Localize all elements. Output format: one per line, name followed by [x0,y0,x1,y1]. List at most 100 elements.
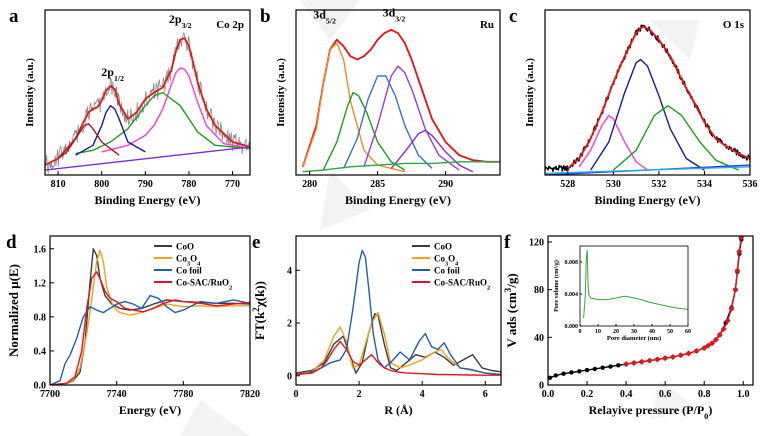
y-axis-label: V ads (cm3/g) [503,273,519,347]
data-point [608,364,613,369]
series-line-fit [301,28,500,168]
data-point [705,342,712,349]
series-line-desorption [625,237,742,365]
data-point [716,331,723,338]
x-tick-label: 530 [606,179,621,190]
y-tick-label: 0.004 [565,292,579,298]
data-point [738,236,745,241]
legend-entry: CoO [176,242,194,252]
x-tick-label: 40 [649,329,655,335]
series-line-fit [45,37,250,166]
y-tick-label: 80 [534,285,544,296]
x-tick-label: 0 [579,329,582,335]
y-tick-label: 2 [287,319,292,330]
series-line-co3o4 [296,311,501,376]
series-line-peak-4 [363,65,460,171]
x-tick-label: 0.8 [698,389,711,400]
x-tick-label: 534 [697,179,712,190]
panel-letter: b [260,6,271,27]
plot-frame [547,235,754,386]
x-tick-label: 0.2 [581,389,594,400]
data-point [577,369,582,374]
panel-label: Ru [480,19,494,31]
data-point [592,366,598,372]
x-tick-label: 0 [294,389,299,400]
x-tick-label: 285 [370,179,385,190]
series-line-baseline [45,146,250,171]
x-tick-label: 20 [613,329,619,335]
x-tick-label: 4 [420,389,425,400]
x-tick-label: 7820 [240,389,260,400]
data-point [720,325,727,332]
series-line-lattice-o [578,114,648,171]
x-axis-label: R (Å) [384,403,412,417]
series-group [50,248,250,385]
series-line-h2o [612,104,739,171]
plot-frame [295,235,502,386]
series-group [548,236,745,381]
y-tick-label: 0.008 [565,260,579,266]
series-line-peak-2 [322,91,406,171]
x-tick-label: 2 [357,389,362,400]
series-line-co-sac-ruo2 [50,271,250,385]
data-point [693,348,700,355]
legend-entry: Co-SAC/RuO2 [176,278,232,292]
panel-d: 7700 7740 7780 7820 0.0 0.4 0.8 1.2 1.6 Energy (e… [6,232,260,417]
y-tick-label: 0.000 [565,324,579,330]
series-line-satellite-2 [57,123,120,160]
inset-x-axis-label: Pore diameter (nm) [607,335,661,342]
x-tick-label: 7740 [107,389,127,400]
series-line-baseline-2 [545,166,750,174]
y-tick-label: 0.8 [34,312,47,323]
peak-annotation: 2p3/2 [169,12,192,30]
x-axis-label: Binding Energy (eV) [94,193,200,207]
x-tick-label: 0.4 [620,389,633,400]
data-point [561,371,566,376]
data-point [732,286,739,293]
y-tick-label: 0.4 [34,346,47,357]
panel-label: Co 2p [216,19,244,31]
series-line-background [302,161,500,173]
x-tick-label: 770 [225,179,240,190]
data-point [553,373,559,378]
y-axis-label: Intensity (a.u.) [524,58,536,127]
data-point [669,353,676,360]
inset-series-group [583,249,688,319]
x-axis-label: Binding Energy (eV) [594,193,700,207]
x-tick-label: 532 [651,179,666,190]
panel-label: O 1s [723,19,745,31]
data-point [569,370,574,375]
legend-entry: Co3O4 [434,254,459,268]
y-tick-label: 40 [534,333,544,344]
x-tick-label: 536 [743,179,758,190]
data-point [736,248,743,255]
x-tick-label: 7700 [40,389,60,400]
panel-letter: d [6,232,17,253]
series-group [296,249,501,376]
legend-entry: Co-SAC/RuO2 [434,278,490,292]
plot-frame [544,9,751,176]
series-line-pore-size-distribution [583,249,688,319]
legend-entry: Co foil [434,266,460,276]
x-tick-label: 7780 [173,389,193,400]
data-point [709,340,715,347]
panel-f-inset: 0 10 20 30 40 50 60 0.000 0.004 0.008 Pore diamete… [553,245,691,342]
series-line-2p3-2-peak [101,67,250,153]
peak-annotation: 3d5/2 [313,7,336,25]
x-tick-label: 290 [438,179,453,190]
data-point [616,363,621,368]
panel-f: 0.0 0.2 0.4 0.6 0.8 1.0 0 40 80 120 Relayive press… [503,232,754,421]
series-line-2p1-2-peak [75,104,146,156]
data-point [623,361,630,368]
x-tick-label: 0.6 [659,389,672,400]
legend-entry: CoO [434,242,452,252]
panel-a: 810 800 790 780 770 Binding Energy (eV) Intens… [9,6,251,207]
data-point [584,367,590,373]
series-group [545,24,750,175]
data-point [701,345,708,352]
x-axis-label: Binding Energy (eV) [345,193,451,207]
panel-letter: f [504,232,511,253]
plot-frame [49,235,251,386]
